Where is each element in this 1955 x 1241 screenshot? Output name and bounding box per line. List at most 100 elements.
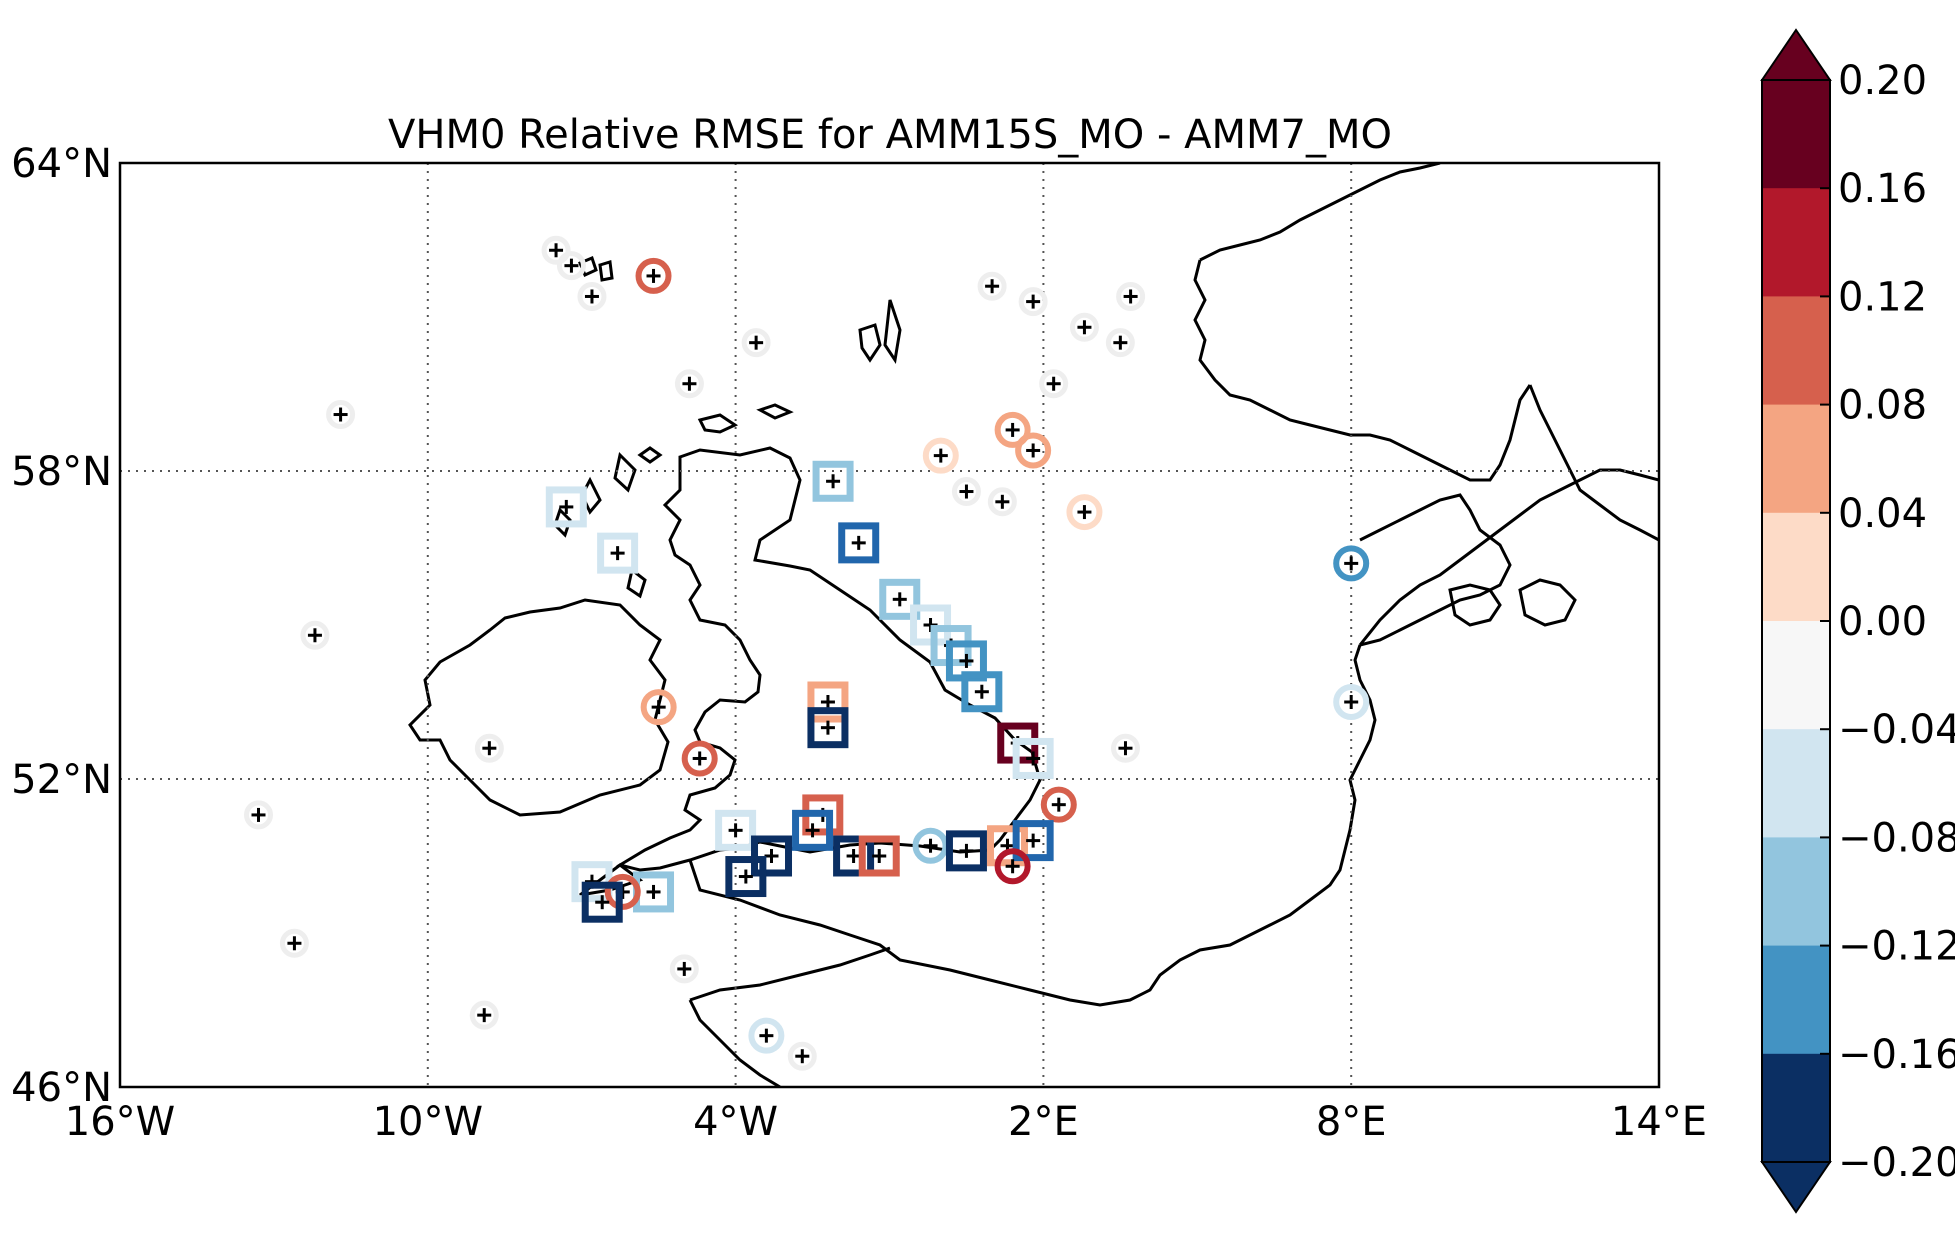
station-square <box>961 671 1003 713</box>
colorbar-tick-label: −0.16 <box>1838 1032 1955 1078</box>
colorbar-segment <box>1762 188 1830 298</box>
station-circle <box>1105 328 1135 358</box>
station-circle <box>1116 281 1146 311</box>
station-marker <box>279 928 309 958</box>
station-marker <box>577 281 607 311</box>
station-marker <box>597 532 639 574</box>
station-marker <box>987 487 1017 517</box>
station-marker <box>945 830 987 872</box>
station-marker <box>1015 432 1052 469</box>
station-circle <box>987 487 1017 517</box>
station-square <box>545 486 587 528</box>
station-square <box>807 681 849 723</box>
colorbar-segment <box>1762 512 1830 622</box>
station-marker <box>1105 328 1135 358</box>
station-circle <box>741 328 771 358</box>
station-square <box>812 460 854 502</box>
station-marker <box>1333 545 1370 582</box>
station-marker <box>1039 369 1069 399</box>
station-square <box>945 830 987 872</box>
station-circle <box>556 251 586 281</box>
colorbar-segment <box>1762 404 1830 514</box>
station-circle <box>1018 287 1048 317</box>
station-marker <box>951 477 981 507</box>
station-marker <box>994 848 1031 885</box>
station-circle <box>922 437 959 474</box>
station-circle <box>787 1041 817 1071</box>
lat-tick-label: 58°N <box>11 449 112 495</box>
station-circle <box>994 411 1031 448</box>
lon-tick-label: 10°W <box>373 1099 483 1145</box>
colorbar-segment <box>1762 80 1830 190</box>
colorbar-segment <box>1762 296 1830 406</box>
station-square <box>1012 737 1054 779</box>
station-marker <box>556 251 586 281</box>
colorbar-tick-label: 0.08 <box>1838 383 1927 429</box>
station-square <box>792 809 834 851</box>
lon-tick-label: 14°E <box>1611 1099 1707 1145</box>
station-circle <box>674 369 704 399</box>
colorbar: −0.20 −0.16 −0.12 −0.08 −0.04 0.00 0.04 0.08 0.1… <box>1760 28 1955 1214</box>
station-marker <box>812 460 854 502</box>
lon-tick-label: 4°W <box>693 1099 778 1145</box>
station-marker <box>469 1000 499 1030</box>
station-circle <box>1333 684 1370 720</box>
station-circle <box>669 954 699 984</box>
colorbar-segment <box>1762 1053 1830 1163</box>
station-circle <box>604 873 641 910</box>
colorbar-tick-label: −0.12 <box>1838 924 1955 970</box>
station-circle <box>1040 786 1077 823</box>
station-circle <box>1069 312 1099 342</box>
station-marker <box>1333 684 1370 720</box>
station-marker <box>748 1017 785 1054</box>
station-marker <box>1012 820 1054 862</box>
station-marker <box>741 328 771 358</box>
lon-tick-label: 2°E <box>1008 1099 1079 1145</box>
station-marker <box>545 486 587 528</box>
station-marker <box>715 809 757 851</box>
station-circle <box>1039 369 1069 399</box>
station-marker <box>912 827 949 864</box>
station-square <box>807 707 849 749</box>
station-square <box>1012 820 1054 862</box>
station-marker <box>807 681 849 723</box>
station-circle <box>635 257 672 294</box>
gridlines <box>120 163 1659 1087</box>
station-marker <box>674 369 704 399</box>
lat-tick-label: 46°N <box>11 1065 112 1111</box>
station-marker <box>640 689 677 726</box>
station-circle <box>951 477 981 507</box>
station-marker <box>1069 312 1099 342</box>
colorbar-extend-top <box>1760 28 1832 81</box>
station-circle <box>1333 545 1370 582</box>
station-marker <box>669 954 699 984</box>
station-circle <box>577 281 607 311</box>
station-circle <box>681 740 718 777</box>
colorbar-tick-label: 0.04 <box>1838 491 1927 537</box>
station-circle <box>912 827 949 864</box>
station-circle <box>474 733 504 763</box>
colorbar-segment <box>1762 729 1830 839</box>
colorbar-tick-label: −0.08 <box>1838 815 1955 861</box>
colorbar-tick-label: 0.00 <box>1838 599 1927 645</box>
stations-layer <box>244 235 1370 1071</box>
station-marker <box>792 809 834 851</box>
station-marker <box>681 740 718 777</box>
station-marker <box>787 1041 817 1071</box>
lat-tick-label: 52°N <box>11 757 112 803</box>
station-circle <box>994 848 1031 885</box>
colorbar-tick-label: 0.12 <box>1838 274 1927 320</box>
station-marker <box>986 825 1028 867</box>
lon-tick-label: 8°E <box>1316 1099 1387 1145</box>
station-square <box>715 809 757 851</box>
station-marker <box>858 835 900 877</box>
colorbar-tick-label: −0.04 <box>1838 707 1955 753</box>
colorbar-segment <box>1762 621 1830 731</box>
colorbar-tick-label: 0.20 <box>1838 58 1927 104</box>
station-marker <box>922 437 959 474</box>
station-square <box>858 835 900 877</box>
station-circle <box>977 271 1007 301</box>
colorbar-segment <box>1762 945 1830 1055</box>
colorbar-tick-label: 0.16 <box>1838 166 1927 212</box>
